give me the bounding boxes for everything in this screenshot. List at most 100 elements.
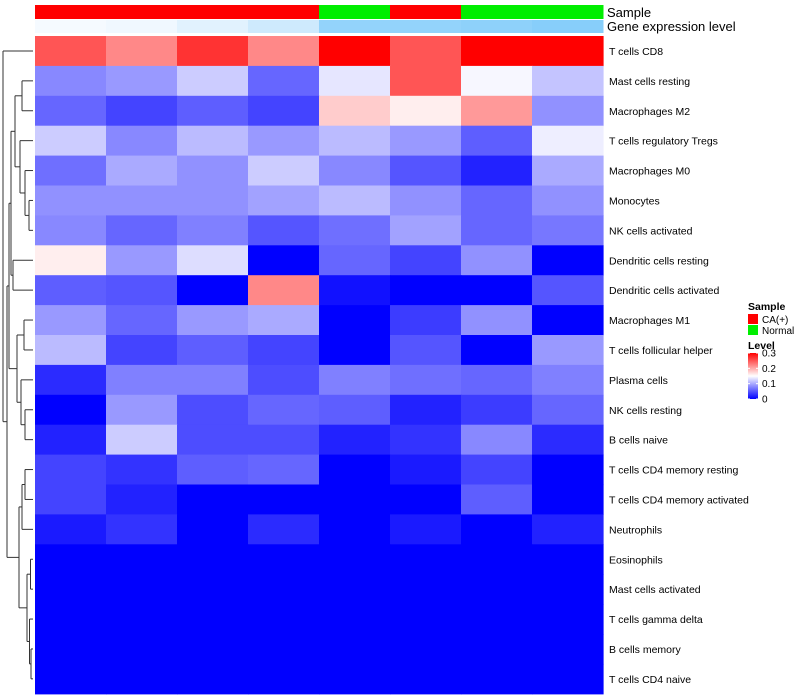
heatmap-cell — [106, 454, 178, 486]
heatmap-cell — [390, 514, 462, 545]
heatmap-cell — [106, 185, 178, 216]
row-label: Mast cells activated — [609, 584, 701, 596]
heatmap-cell — [106, 544, 178, 575]
sample-legend-swatch — [748, 314, 758, 324]
row-label: Dendritic cells resting — [609, 255, 709, 267]
heatmap-cell — [248, 544, 320, 575]
heatmap-cell — [532, 125, 604, 157]
heatmap-cell — [106, 305, 178, 336]
expression-annotation-cell — [35, 20, 107, 33]
heatmap-cell — [248, 424, 320, 456]
heatmap-cell — [319, 65, 391, 97]
heatmap-cell — [35, 36, 107, 67]
heatmap-cell — [35, 215, 107, 246]
heatmap-cell — [35, 544, 107, 575]
row-label: Dendritic cells activated — [609, 285, 719, 297]
heatmap-cell — [319, 424, 391, 456]
heatmap-cell — [177, 484, 249, 515]
expression-annotation-cell — [248, 20, 320, 33]
heatmap-cell — [106, 394, 178, 426]
heatmap-cell — [319, 544, 391, 575]
heatmap-cell — [390, 185, 462, 216]
row-label: T cells follicular helper — [609, 345, 713, 357]
heatmap-cell — [106, 604, 178, 635]
heatmap-cell — [319, 604, 391, 635]
heatmap-cell — [177, 604, 249, 635]
heatmap-cell — [106, 125, 178, 157]
heatmap-cell — [390, 454, 462, 486]
expression-annotation-cell — [177, 20, 249, 33]
heatmap-cell — [532, 604, 604, 635]
heatmap-cell — [177, 634, 249, 665]
heatmap-cell — [177, 424, 249, 456]
heatmap-cell — [35, 454, 107, 486]
heatmap-cell — [177, 275, 249, 306]
sample-legend-label: CA(+) — [762, 315, 788, 326]
heatmap-cell — [35, 245, 107, 276]
heatmap-cell — [177, 95, 249, 127]
heatmap-cell — [461, 125, 533, 157]
heatmap-cell — [461, 95, 533, 127]
heatmap-cell — [319, 574, 391, 605]
heatmap-cell — [532, 155, 604, 187]
sample-annotation-cell — [35, 5, 107, 19]
heatmap-cell — [390, 125, 462, 157]
heatmap-cell — [390, 95, 462, 127]
sample-annotation-cell — [390, 5, 462, 19]
heatmap-cell — [106, 215, 178, 246]
heatmap-cell — [319, 155, 391, 187]
row-label: Plasma cells — [609, 375, 668, 387]
row-label: Macrophages M2 — [609, 106, 690, 118]
heatmap-cell — [532, 424, 604, 456]
row-label: B cells memory — [609, 644, 682, 656]
heatmap-cell — [532, 364, 604, 396]
heatmap-cell — [106, 364, 178, 396]
heatmap-cell — [319, 663, 391, 695]
heatmap-cell — [106, 65, 178, 97]
expression-annotation-cell — [390, 20, 462, 33]
heatmap-cell — [532, 36, 604, 67]
heatmap-cell — [35, 634, 107, 665]
heatmap-cell — [461, 663, 533, 695]
heatmap-cell — [390, 245, 462, 276]
expression-annotation-cell — [319, 20, 391, 33]
level-legend-label: 0.1 — [762, 379, 776, 390]
heatmap-cell — [390, 36, 462, 67]
heatmap-cell — [532, 275, 604, 306]
level-legend-label: 0.2 — [762, 364, 776, 375]
heatmap-cell — [532, 95, 604, 127]
row-label: B cells naive — [609, 435, 668, 447]
heatmap-cell — [461, 364, 533, 396]
heatmap-cell — [461, 335, 533, 366]
heatmap-cell — [177, 65, 249, 97]
heatmap-cell — [390, 305, 462, 336]
heatmap-cell — [177, 36, 249, 67]
heatmap-cell — [319, 394, 391, 426]
heatmap-cell — [319, 215, 391, 246]
heatmap-cell — [35, 364, 107, 396]
heatmap-cell — [35, 663, 107, 695]
heatmap-cell — [106, 663, 178, 695]
row-label: T cells CD4 naive — [609, 674, 691, 686]
heatmap-cell — [532, 215, 604, 246]
row-label: Macrophages M1 — [609, 315, 690, 327]
row-label: NK cells resting — [609, 405, 682, 417]
heatmap-cell — [248, 634, 320, 665]
heatmap-cell — [390, 275, 462, 306]
row-dendrogram — [2, 50, 33, 680]
heatmap-cell — [177, 215, 249, 246]
heatmap-cell — [319, 95, 391, 127]
heatmap-cell — [390, 574, 462, 605]
heatmap-cell — [248, 305, 320, 336]
heatmap-cell — [390, 604, 462, 635]
row-label: T cells CD4 memory activated — [609, 494, 749, 506]
heatmap-cell — [461, 424, 533, 456]
heatmap-cell — [461, 604, 533, 635]
sample-annotation-cell — [248, 5, 320, 19]
heatmap-cell — [390, 424, 462, 456]
heatmap-cell — [248, 604, 320, 635]
heatmap-cell — [532, 514, 604, 545]
row-label: T cells regulatory Tregs — [609, 136, 718, 148]
heatmap-cell — [248, 125, 320, 157]
